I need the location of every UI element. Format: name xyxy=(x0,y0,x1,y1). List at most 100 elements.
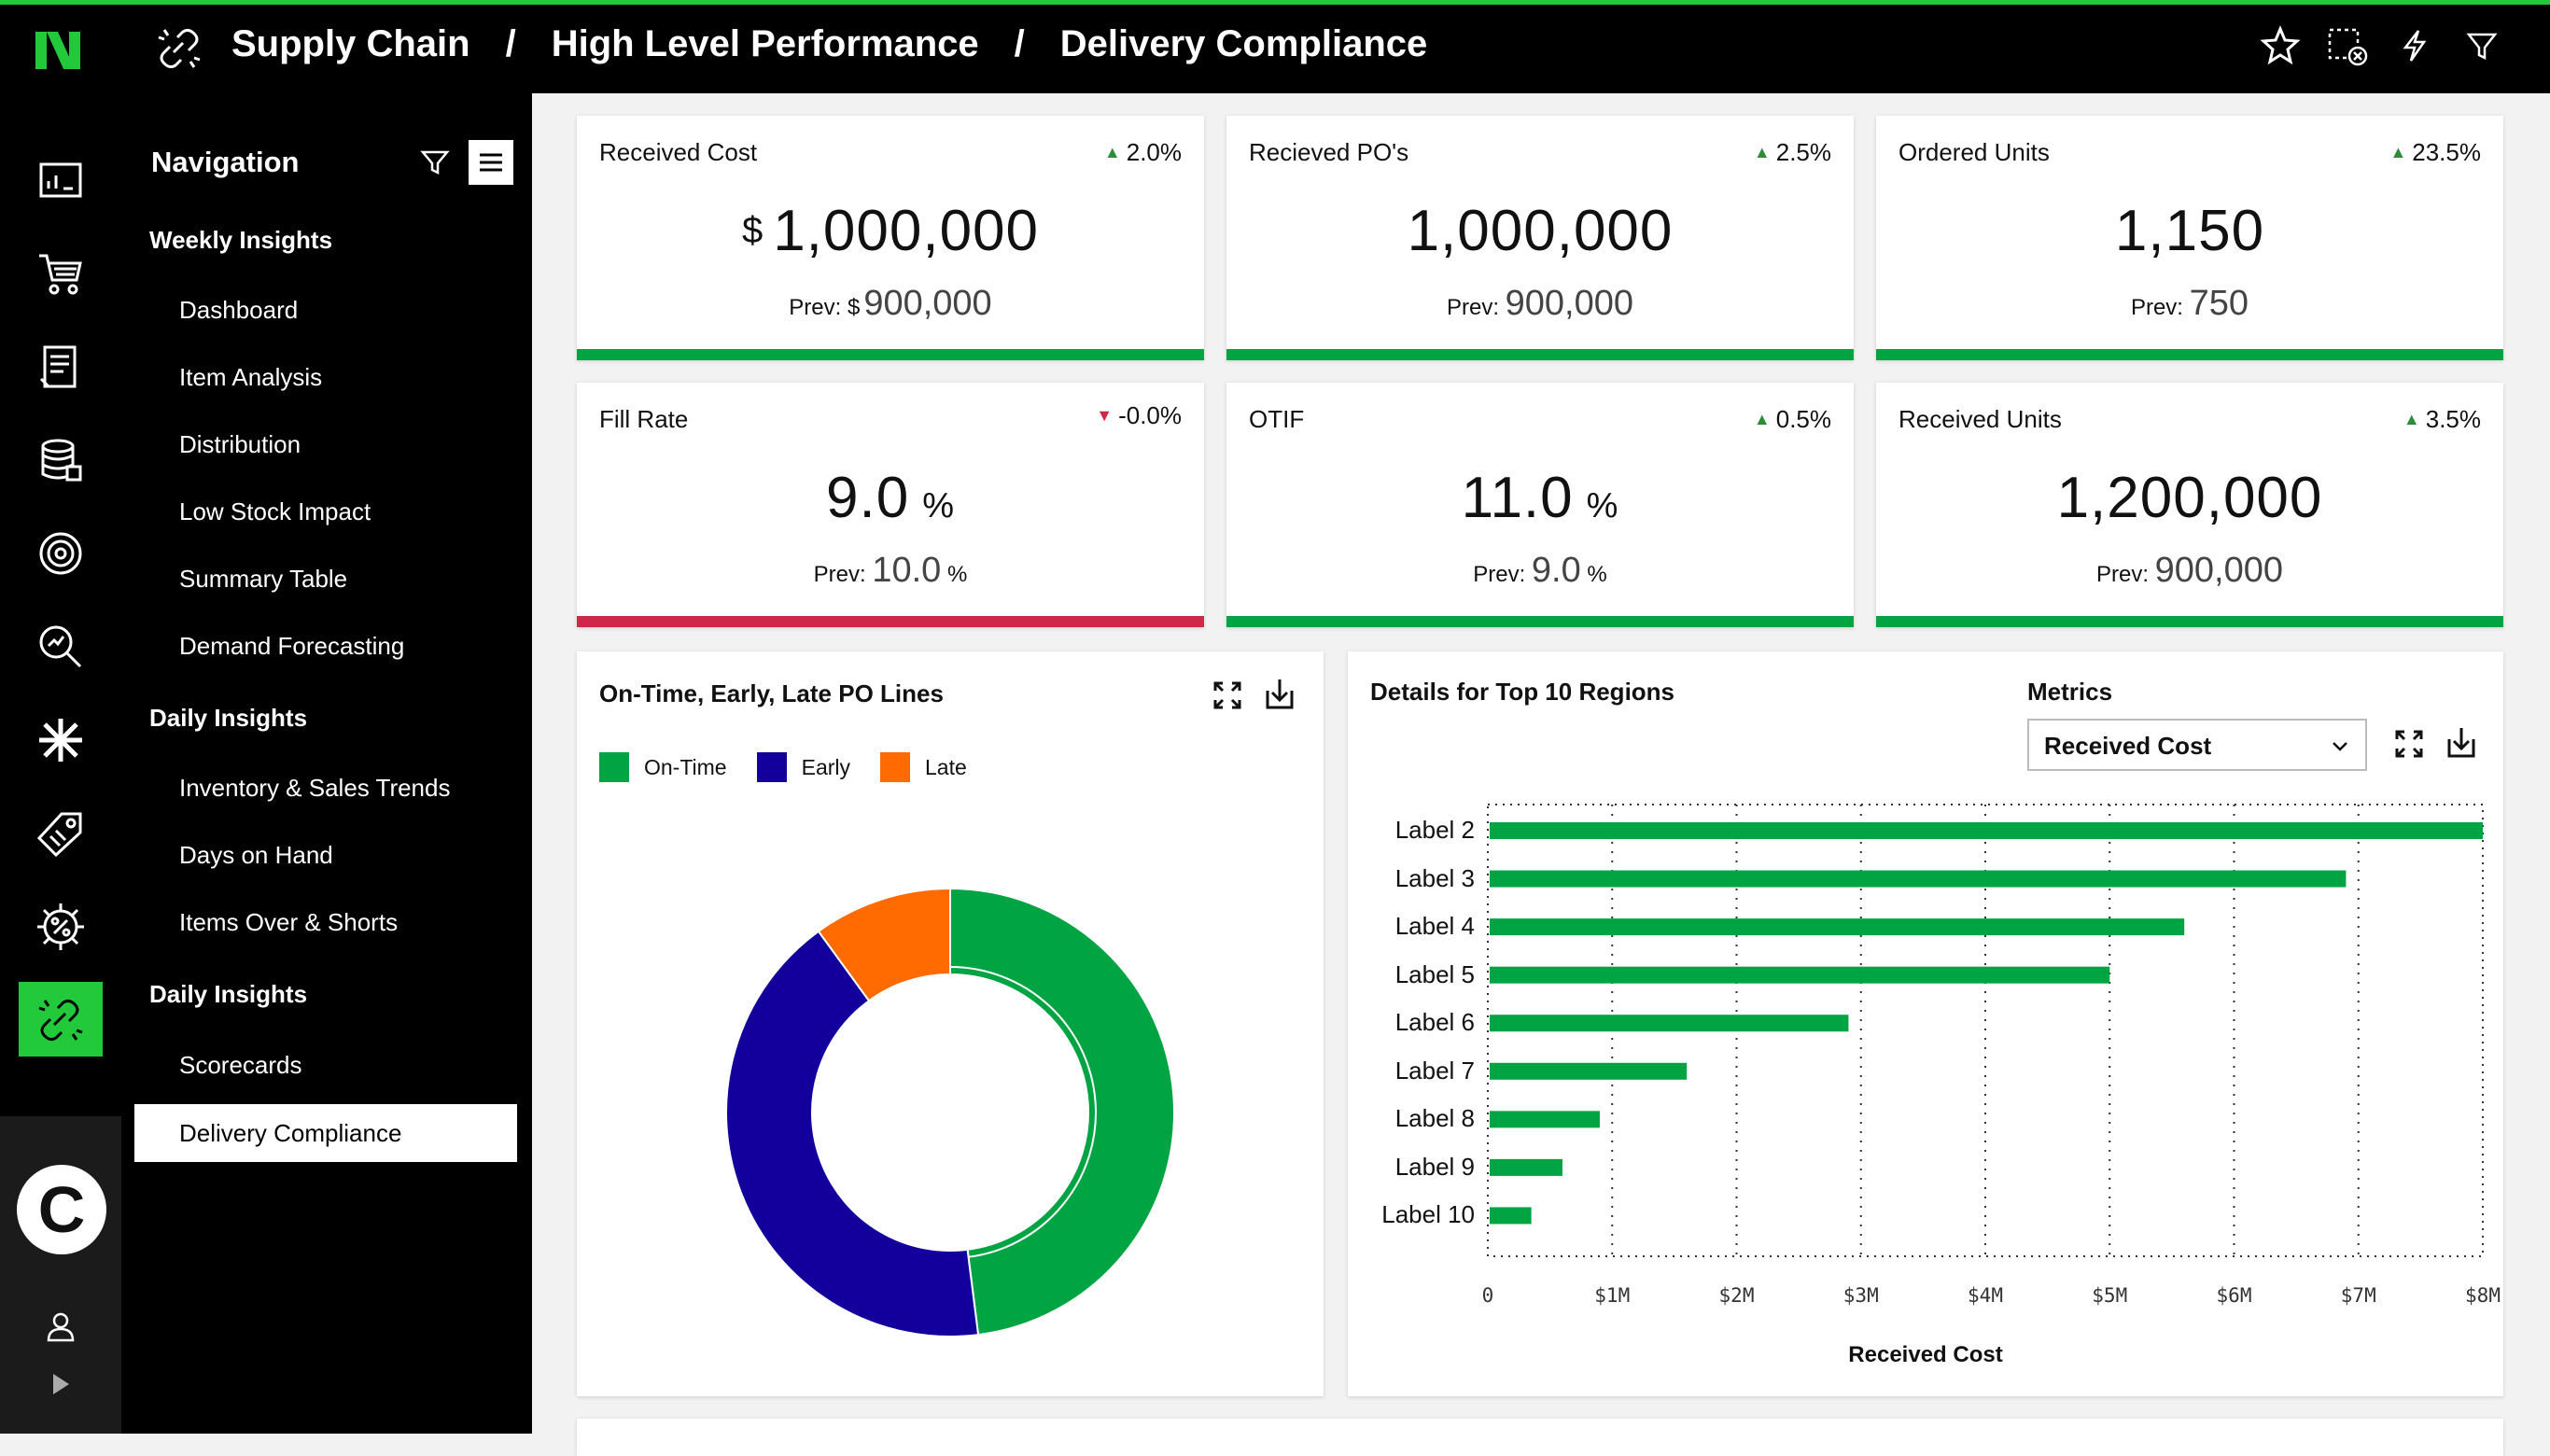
legend-swatch xyxy=(599,752,629,782)
avatar[interactable]: C xyxy=(17,1165,106,1254)
kpi-value: 1,000,000 xyxy=(1407,199,1674,263)
breadcrumb: Supply Chain / High Level Performance / … xyxy=(231,0,1427,89)
breadcrumb-item-supply-chain[interactable]: Supply Chain xyxy=(231,23,470,64)
kpi-status-bar xyxy=(1226,616,1854,627)
top-bar xyxy=(0,0,2550,93)
legend-item-on-time[interactable]: On-Time xyxy=(599,752,727,782)
bar-label-5[interactable] xyxy=(1490,966,2110,984)
expand-icon[interactable] xyxy=(2393,728,2425,760)
kpi-delta: ▲ 3.5% xyxy=(2403,405,2481,433)
bar-label-9[interactable] xyxy=(1490,1158,1562,1176)
kpi-delta: ▲ 0.5% xyxy=(1753,405,1831,433)
kpi-status-bar xyxy=(1226,349,1854,360)
nav-item-scorecards[interactable]: Scorecards xyxy=(179,1051,302,1079)
nav-item-item-analysis[interactable]: Item Analysis xyxy=(179,363,323,391)
down-arrow-icon: ▼ xyxy=(1096,406,1114,425)
bar-label-7[interactable] xyxy=(1490,1062,1688,1080)
kpi-delta: ▲ 2.5% xyxy=(1753,138,1831,166)
expand-icon[interactable] xyxy=(1212,679,1243,711)
filter-icon[interactable] xyxy=(2459,22,2505,69)
kpi-card-fill-rate[interactable]: Fill Rate ▼ -0.0% 9.0% Prev: 10.0 % xyxy=(577,383,1204,627)
nav-section-daily-insights-2[interactable]: Daily Insights xyxy=(149,980,308,1008)
database-icon[interactable] xyxy=(35,435,86,485)
bar-label-6[interactable] xyxy=(1490,1015,1849,1032)
bar-label-4[interactable] xyxy=(1490,918,2185,936)
percent-gear-icon[interactable] xyxy=(35,902,86,952)
nav-item-days-on-hand[interactable]: Days on Hand xyxy=(179,841,333,869)
star-icon[interactable] xyxy=(2257,22,2304,69)
category-label: Label 9 xyxy=(1394,1152,1475,1181)
up-arrow-icon: ▲ xyxy=(1103,143,1121,161)
link-icon[interactable] xyxy=(35,995,86,1045)
donut-slice-on-time[interactable] xyxy=(949,887,1175,1337)
kpi-card-received-units[interactable]: Received Units ▲ 3.5% 1,200,000 Prev: 900… xyxy=(1876,383,2503,627)
kpi-previous: Prev: 9.0 % xyxy=(1473,551,1607,590)
metrics-dropdown[interactable]: Received Cost xyxy=(2027,719,2367,771)
kpi-card-ordered-units[interactable]: Ordered Units ▲ 23.5% 1,150 Prev: 750 xyxy=(1876,116,2503,360)
nav-item-distribution[interactable]: Distribution xyxy=(179,430,301,458)
kpi-title: Ordered Units xyxy=(1898,138,2050,166)
up-arrow-icon: ▲ xyxy=(1753,143,1771,161)
kpi-card-otif[interactable]: OTIF ▲ 0.5% 11.0% Prev: 9.0 % xyxy=(1226,383,1854,627)
download-icon[interactable] xyxy=(2445,726,2477,760)
nav-item-items-over-shorts[interactable]: Items Over & Shorts xyxy=(179,908,399,936)
bar-label-3[interactable] xyxy=(1490,870,2347,888)
kpi-title: Fill Rate xyxy=(599,405,689,433)
donut-slice-early[interactable] xyxy=(725,930,980,1337)
x-tick-label: $2M xyxy=(1718,1284,1755,1307)
tag-icon[interactable] xyxy=(35,808,86,859)
navigation-panel: Navigation Weekly Insights Dashboard Ite… xyxy=(121,93,532,1434)
nav-item-delivery-compliance[interactable]: Delivery Compliance xyxy=(134,1104,517,1162)
breadcrumb-item-high-level-performance[interactable]: High Level Performance xyxy=(551,23,979,64)
target-icon[interactable] xyxy=(35,528,86,579)
nav-item-demand-forecasting[interactable]: Demand Forecasting xyxy=(179,632,405,660)
rail-bottom: C xyxy=(0,1116,121,1434)
menu-icon[interactable] xyxy=(469,140,513,185)
category-label: Label 4 xyxy=(1394,912,1475,941)
kpi-title: OTIF xyxy=(1249,405,1305,433)
kpi-value: 9.0% xyxy=(826,466,955,530)
bar-label-2[interactable] xyxy=(1490,822,2483,839)
cart-icon[interactable] xyxy=(35,248,86,299)
x-tick-label: $6M xyxy=(2216,1284,2252,1307)
donut-slice-late[interactable] xyxy=(817,887,951,1002)
x-tick-label: $5M xyxy=(2092,1284,2128,1307)
expand-rail-icon[interactable] xyxy=(49,1372,73,1396)
regions-bar-chart-card: Details for Top 10 Regions Metrics Recei… xyxy=(1348,651,2503,1396)
x-tick-label: $3M xyxy=(1842,1284,1879,1307)
bar-label-8[interactable] xyxy=(1490,1111,1600,1128)
legend-swatch xyxy=(756,752,787,782)
kpi-status-bar xyxy=(1876,616,2503,627)
n-logo-icon[interactable] xyxy=(34,26,82,75)
donut-selection-ring xyxy=(949,966,1097,1258)
legend-item-late[interactable]: Late xyxy=(880,752,967,782)
chart-title: Details for Top 10 Regions xyxy=(1370,678,1675,706)
report-icon[interactable] xyxy=(35,342,86,392)
nav-section-daily-insights[interactable]: Daily Insights xyxy=(149,704,308,732)
dashboard-icon[interactable] xyxy=(35,155,86,205)
bar-label-10[interactable] xyxy=(1490,1207,1532,1225)
nav-filter-icon[interactable] xyxy=(420,147,450,177)
asterisk-icon[interactable] xyxy=(35,715,86,765)
chart-title: On-Time, Early, Late PO Lines xyxy=(599,679,944,707)
kpi-card-recieved-pos[interactable]: Recieved PO's ▲ 2.5% 1,000,000 Prev: 900,… xyxy=(1226,116,1854,360)
nav-item-low-stock-impact[interactable]: Low Stock Impact xyxy=(179,497,371,525)
link-icon xyxy=(155,24,203,73)
up-arrow-icon: ▲ xyxy=(2403,410,2420,428)
download-icon[interactable] xyxy=(1264,678,1296,711)
nav-section-weekly-insights[interactable]: Weekly Insights xyxy=(149,226,333,254)
metrics-label: Metrics xyxy=(2027,678,2113,706)
lightning-icon[interactable] xyxy=(2391,22,2438,69)
kpi-delta: ▲ 23.5% xyxy=(2389,138,2481,166)
avatar-letter: C xyxy=(37,1173,86,1246)
clear-selection-icon[interactable] xyxy=(2324,22,2371,69)
kpi-card-received-cost[interactable]: Received Cost ▲ 2.0% $1,000,000 Prev: $90… xyxy=(577,116,1204,360)
legend-item-early[interactable]: Early xyxy=(756,752,850,782)
search-analytics-icon[interactable] xyxy=(35,622,86,672)
nav-item-dashboard[interactable]: Dashboard xyxy=(179,296,299,324)
user-icon[interactable] xyxy=(45,1310,77,1342)
nav-item-summary-table[interactable]: Summary Table xyxy=(179,565,348,593)
kpi-delta: ▼ -0.0% xyxy=(1096,401,1182,429)
nav-item-inventory-sales-trends[interactable]: Inventory & Sales Trends xyxy=(179,774,451,802)
up-arrow-icon: ▲ xyxy=(1753,410,1771,428)
